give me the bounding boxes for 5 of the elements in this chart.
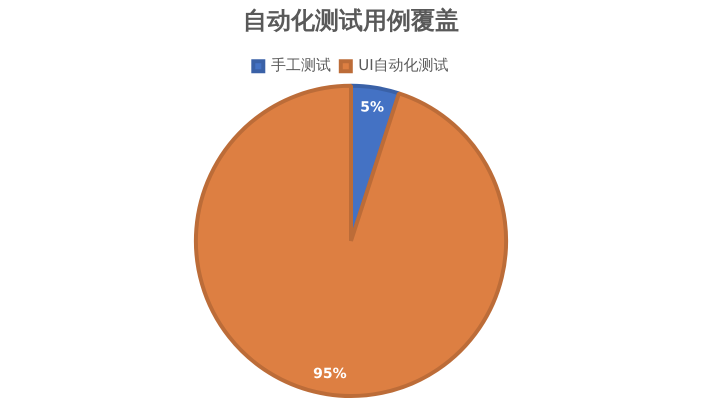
legend-label: UI自动化测试: [358, 56, 449, 74]
legend-label: 手工测试: [270, 56, 331, 74]
data-label: 5%: [360, 99, 384, 116]
chart-title: 自动化测试用例覆盖: [243, 6, 459, 35]
data-label: 95%: [313, 366, 347, 382]
